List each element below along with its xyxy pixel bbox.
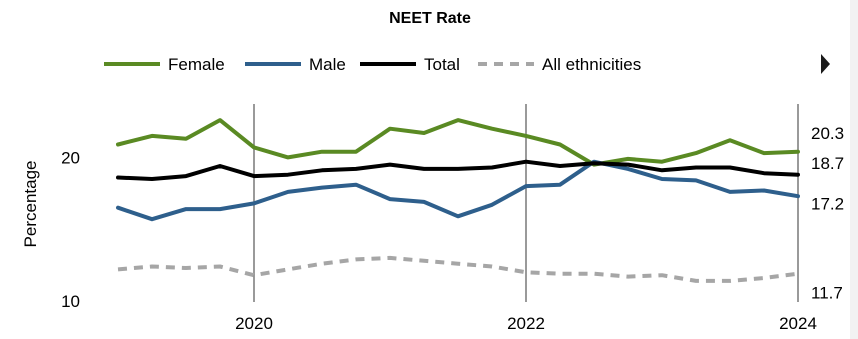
legend-label: Total [424,55,460,74]
x-axis-ticks: 2020 2022 2024 [235,314,817,333]
y-axis-label: Percentage [21,161,40,248]
triangle-right-icon[interactable] [821,54,830,74]
series-line-female [116,118,800,167]
x-tick-label: 2022 [507,314,545,333]
x-tick-label: 2020 [235,314,273,333]
y-right-tick-label: 11.7 [811,283,843,302]
legend: Female Male Total All ethnicities [104,54,830,74]
chart-title: NEET Rate [389,10,471,27]
right-axis-ticks: 20.3 18.7 17.2 11.7 [811,124,844,302]
y-right-tick-label: 18.7 [811,154,844,173]
y-left-tick-label: 20 [61,148,80,167]
legend-label: Female [168,55,225,74]
legend-item-all-ethnicities: All ethnicities [478,55,641,74]
series-layer [116,118,800,283]
legend-label: All ethnicities [542,55,641,74]
legend-item-total: Total [360,55,460,74]
legend-label: Male [309,55,346,74]
legend-item-female: Female [104,55,225,74]
vertical-reference-lines [253,104,799,302]
y-right-tick-label: 20.3 [811,124,844,143]
series-line-all-ethnicities [117,255,799,283]
x-tick-label: 2024 [779,314,817,333]
y-left-tick-label: 10 [61,292,80,311]
y-right-tick-label: 17.2 [811,194,844,213]
series-line-total [116,159,800,181]
legend-item-male: Male [245,55,346,74]
series-line-male [116,159,800,222]
